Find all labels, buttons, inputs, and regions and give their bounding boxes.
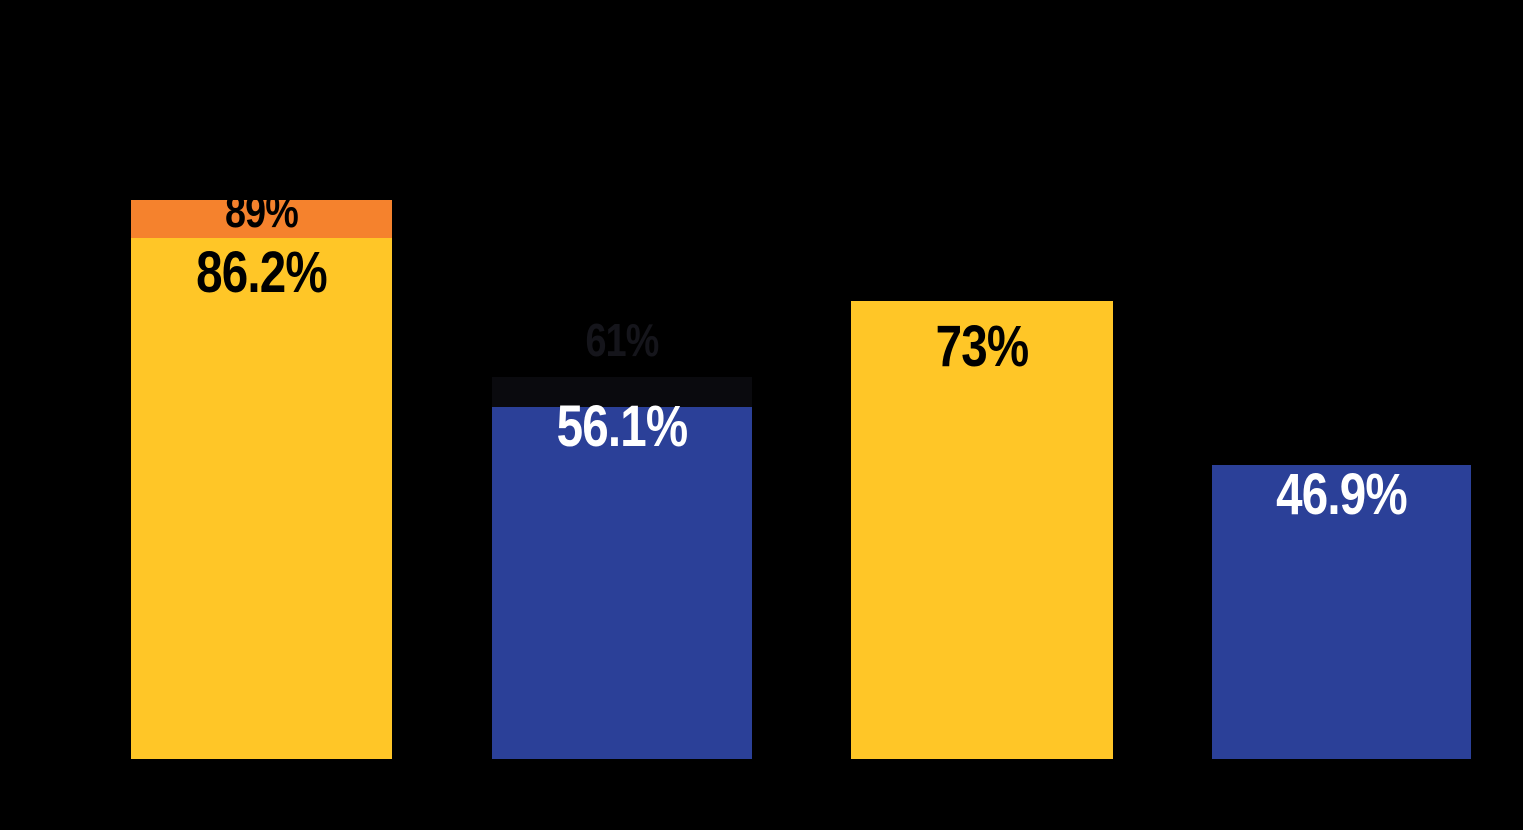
bar-group-1: 89% 86.2% — [131, 0, 392, 830]
bar-value-label: 73% — [935, 314, 1030, 379]
bar-value-label: 86.2% — [196, 240, 328, 305]
bar-value-label: 56.1% — [556, 394, 689, 459]
bar-group-3: 73% — [851, 0, 1113, 830]
bar-segment — [1212, 465, 1471, 759]
bar-segment — [851, 301, 1113, 759]
benchmark-value-label: 61% — [585, 314, 659, 366]
benchmark-cap-segment — [492, 377, 752, 407]
bar-segment — [492, 407, 752, 759]
bar-segment — [131, 238, 392, 759]
bar-group-2: 61% 56.1% — [492, 0, 752, 830]
benchmark-cap-segment — [131, 200, 392, 238]
bar-value-label: 46.9% — [1276, 462, 1408, 527]
benchmark-value-label: 89% — [224, 185, 299, 237]
bar-group-4: 46.9% — [1212, 0, 1471, 830]
